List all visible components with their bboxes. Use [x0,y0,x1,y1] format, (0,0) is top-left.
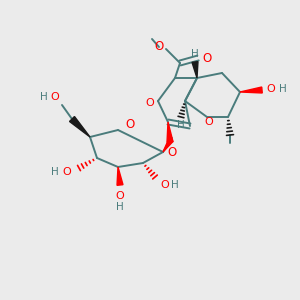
Text: O: O [116,191,124,201]
Polygon shape [240,87,262,93]
Text: O: O [202,52,211,64]
Text: O: O [146,98,154,108]
Text: O: O [125,118,135,131]
Text: H: H [51,167,59,177]
Text: H: H [116,202,124,212]
Polygon shape [163,139,173,152]
Text: H: H [40,92,48,102]
Polygon shape [117,167,123,185]
Text: H: H [191,49,199,59]
Polygon shape [167,122,173,142]
Text: O: O [205,117,213,127]
Text: H: H [279,84,287,94]
Polygon shape [192,61,198,78]
Text: O: O [267,84,275,94]
Text: H: H [177,120,185,130]
Text: O: O [63,167,71,177]
Text: O: O [51,92,59,102]
Text: H: H [171,180,179,190]
Text: O: O [154,40,164,53]
Text: O: O [167,146,177,158]
Text: O: O [160,180,169,190]
Polygon shape [70,116,90,137]
